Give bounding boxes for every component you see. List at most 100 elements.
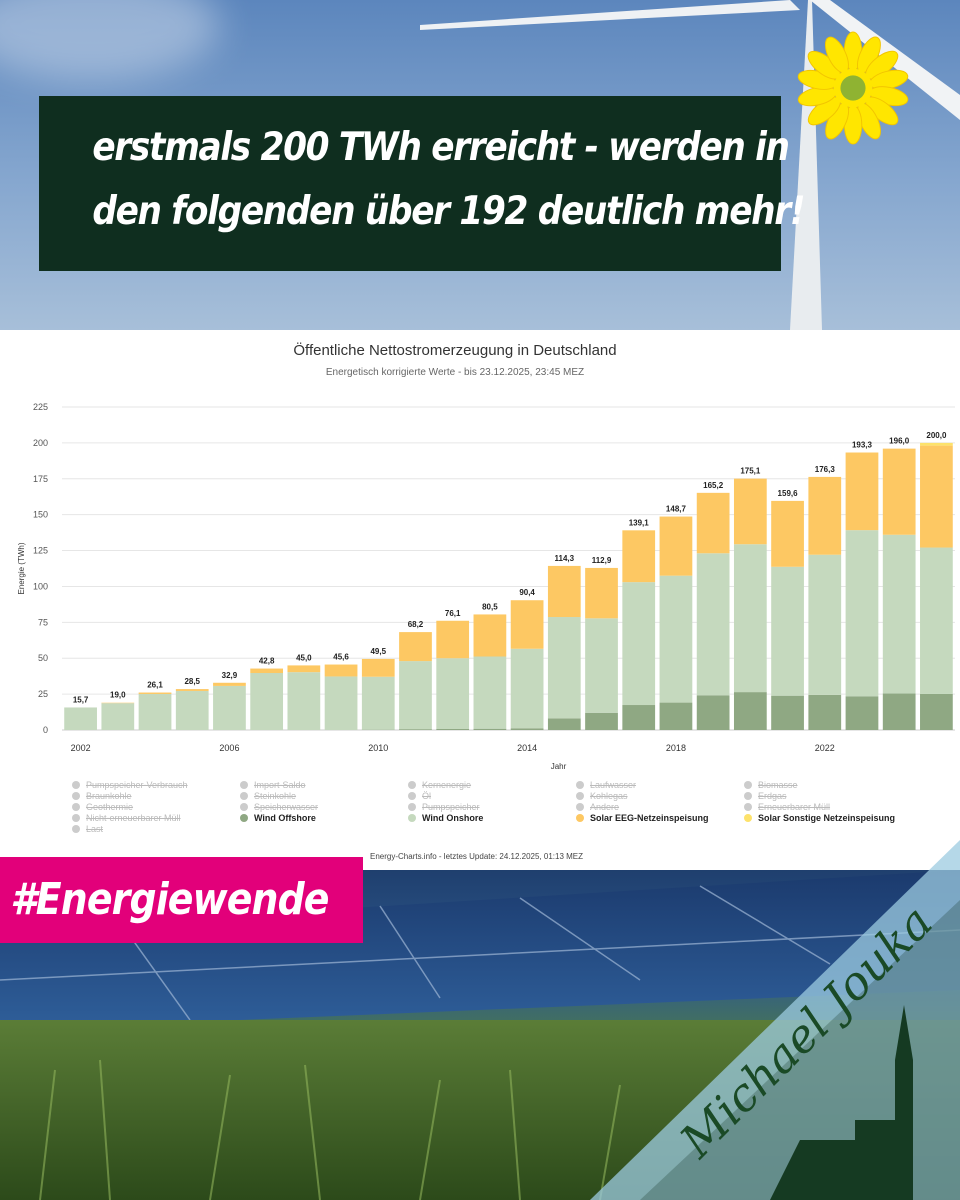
legend-marker [408, 803, 416, 811]
legend-item[interactable]: Laufwasser [576, 780, 636, 790]
legend-item[interactable]: Steinkohle [240, 791, 296, 801]
bar-segment [882, 448, 916, 535]
bar-segment [659, 702, 693, 730]
bar-segment [920, 442, 953, 446]
legend-item[interactable]: Erdgas [744, 791, 787, 801]
legend-item[interactable]: Biomasse [744, 780, 798, 790]
legend-label: Speicherwasser [254, 802, 319, 812]
bar-segment [510, 600, 544, 649]
bar-segment [882, 693, 916, 730]
bar-segment [101, 703, 135, 730]
legend-item[interactable]: Wind Offshore [240, 813, 316, 823]
headline-box: erstmals 200 TWh erreicht - werden in de… [39, 96, 806, 271]
bar-segment [287, 665, 321, 673]
bar-segment [920, 445, 953, 548]
data-label: 193,3 [852, 441, 873, 450]
legend-item[interactable]: Solar EEG-Netzeinspeisung [576, 813, 709, 823]
legend-item[interactable]: Pumpspeicher-Verbrauch [72, 780, 188, 790]
legend-label: Kernenergie [422, 780, 472, 790]
bar-segment [733, 544, 767, 693]
data-label: 28,5 [184, 677, 200, 686]
legend-item[interactable]: Solar Sonstige Netzeinspeisung [744, 813, 895, 823]
data-label: 112,9 [592, 556, 612, 565]
bar-segment [287, 672, 321, 730]
bar-segment [808, 476, 842, 555]
legend-item[interactable]: Andere [576, 802, 619, 812]
chart-credits: Energy-Charts.info - letztes Update: 24.… [370, 852, 584, 861]
legend-label: Solar Sonstige Netzeinspeisung [758, 813, 896, 823]
bar-segment [324, 676, 358, 730]
bar-segment [510, 648, 544, 729]
bar-segment [324, 664, 358, 677]
bar-segment [845, 530, 879, 697]
legend-item[interactable]: Pumpspeicher [408, 802, 480, 812]
data-label: 19,0 [110, 691, 126, 700]
data-label: 165,2 [703, 481, 724, 490]
data-label: 49,5 [370, 647, 386, 656]
bar-segment [250, 673, 284, 730]
legend-marker [240, 803, 248, 811]
legend-label: Last [86, 824, 104, 834]
legend-item[interactable]: Geothermie [72, 802, 133, 812]
y-tick-label: 200 [33, 438, 48, 448]
bar-segment [510, 728, 544, 730]
legend-label: Erneuerbarer Müll [758, 802, 831, 812]
legend-item[interactable]: Öl [408, 791, 431, 801]
chart-legend: Pumpspeicher-Verbrauch Import-Saldo Kernen… [72, 780, 952, 840]
y-tick-label: 0 [43, 725, 48, 735]
legend-item[interactable]: Kernenergie [408, 780, 471, 790]
data-label: 45,6 [333, 653, 349, 662]
bar-segment [771, 500, 804, 567]
legend-marker [576, 803, 584, 811]
x-tick-label: 2006 [219, 743, 239, 753]
sunflower-logo [797, 31, 909, 145]
y-tick-label: 225 [33, 402, 48, 412]
x-tick-label: 2010 [368, 743, 388, 753]
bar-segment [547, 617, 581, 719]
legend-item[interactable]: Last [72, 824, 103, 834]
legend-marker [72, 814, 80, 822]
legend-marker [744, 814, 752, 822]
y-tick-label: 25 [38, 689, 48, 699]
legend-item[interactable]: Nicht-erneuerbarer Müll [72, 813, 181, 823]
legend-marker [240, 814, 248, 822]
data-label: 42,8 [259, 657, 275, 666]
legend-label: Import-Saldo [254, 780, 306, 790]
legend-marker [744, 803, 752, 811]
legend-label: Wind Offshore [254, 813, 316, 823]
legend-label: Laufwasser [590, 780, 637, 790]
legend-item[interactable]: Braunkohle [72, 791, 132, 801]
y-tick-label: 150 [33, 510, 48, 520]
data-label: 114,3 [555, 554, 575, 563]
bar-segment [473, 656, 507, 729]
data-label: 159,6 [778, 489, 799, 498]
headline-line-2: den folgenden über 192 deutlich mehr! [92, 189, 805, 234]
legend-marker [408, 781, 416, 789]
hashtag-banner: #Energiewende [0, 857, 363, 943]
legend-label: Nicht-erneuerbarer Müll [86, 813, 181, 823]
legend-item[interactable]: Wind Onshore [408, 813, 483, 823]
bar-segment [733, 478, 767, 545]
legend-item[interactable]: Kohlegas [576, 791, 628, 801]
bar-segment [250, 668, 284, 674]
data-label: 26,1 [147, 681, 163, 690]
chart-title: Öffentliche Nettostromerzeugung in Deuts… [293, 342, 617, 359]
data-label: 200,0 [926, 431, 947, 440]
bar-segment [882, 534, 916, 694]
bar-segment [547, 718, 581, 730]
legend-item[interactable]: Import-Saldo [240, 780, 306, 790]
bar-segment [175, 689, 209, 691]
data-label: 80,5 [482, 602, 498, 611]
legend-item[interactable]: Speicherwasser [240, 802, 318, 812]
bar-segment [213, 682, 246, 686]
bar-segment [585, 712, 618, 730]
legend-label: Braunkohle [86, 791, 132, 801]
bar-segment [436, 620, 470, 659]
bar-segment [696, 553, 730, 696]
bar-segment [213, 685, 246, 730]
legend-label: Geothermie [86, 802, 134, 812]
data-label: 32,9 [222, 671, 238, 680]
legend-item[interactable]: Erneuerbarer Müll [744, 802, 830, 812]
legend-label: Solar EEG-Netzeinspeisung [590, 813, 709, 823]
